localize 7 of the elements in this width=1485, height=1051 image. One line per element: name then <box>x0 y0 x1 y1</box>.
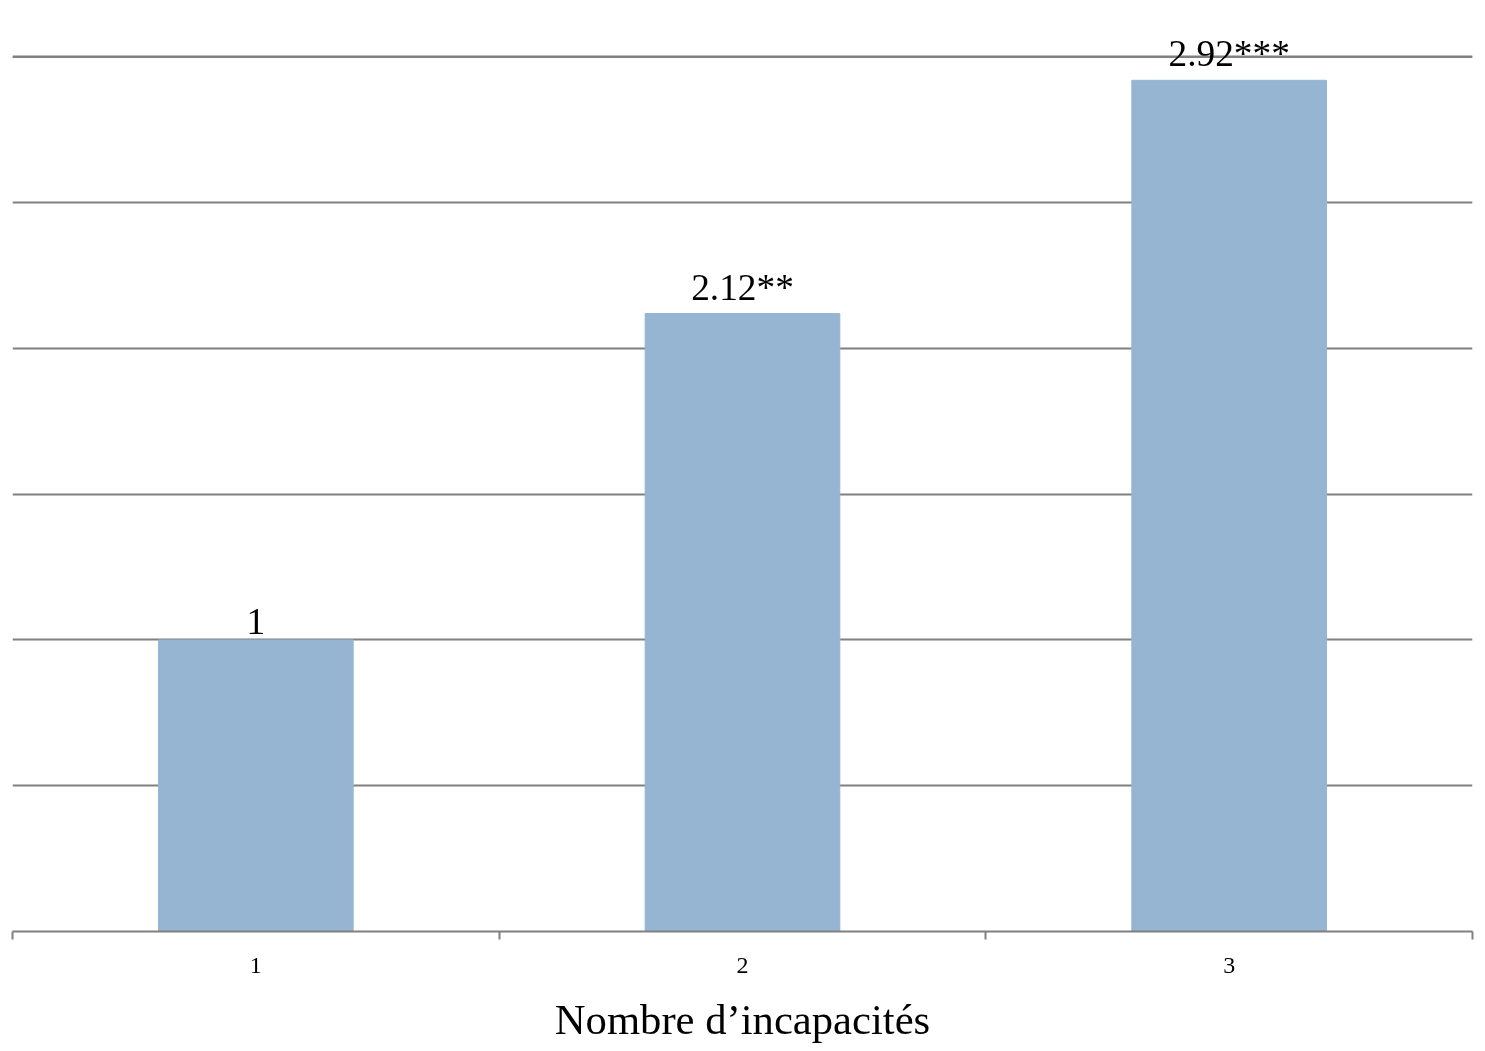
data-label: 2.92*** <box>1168 33 1290 75</box>
x-tick-label: 2 <box>736 951 749 978</box>
data-label: 1 <box>246 600 266 642</box>
data-label: 2.12** <box>691 266 794 308</box>
x-tick-label: 1 <box>249 951 262 978</box>
x-tick-label: 3 <box>1223 951 1236 978</box>
x-axis-title: Nombre d’incapacités <box>554 995 931 1043</box>
